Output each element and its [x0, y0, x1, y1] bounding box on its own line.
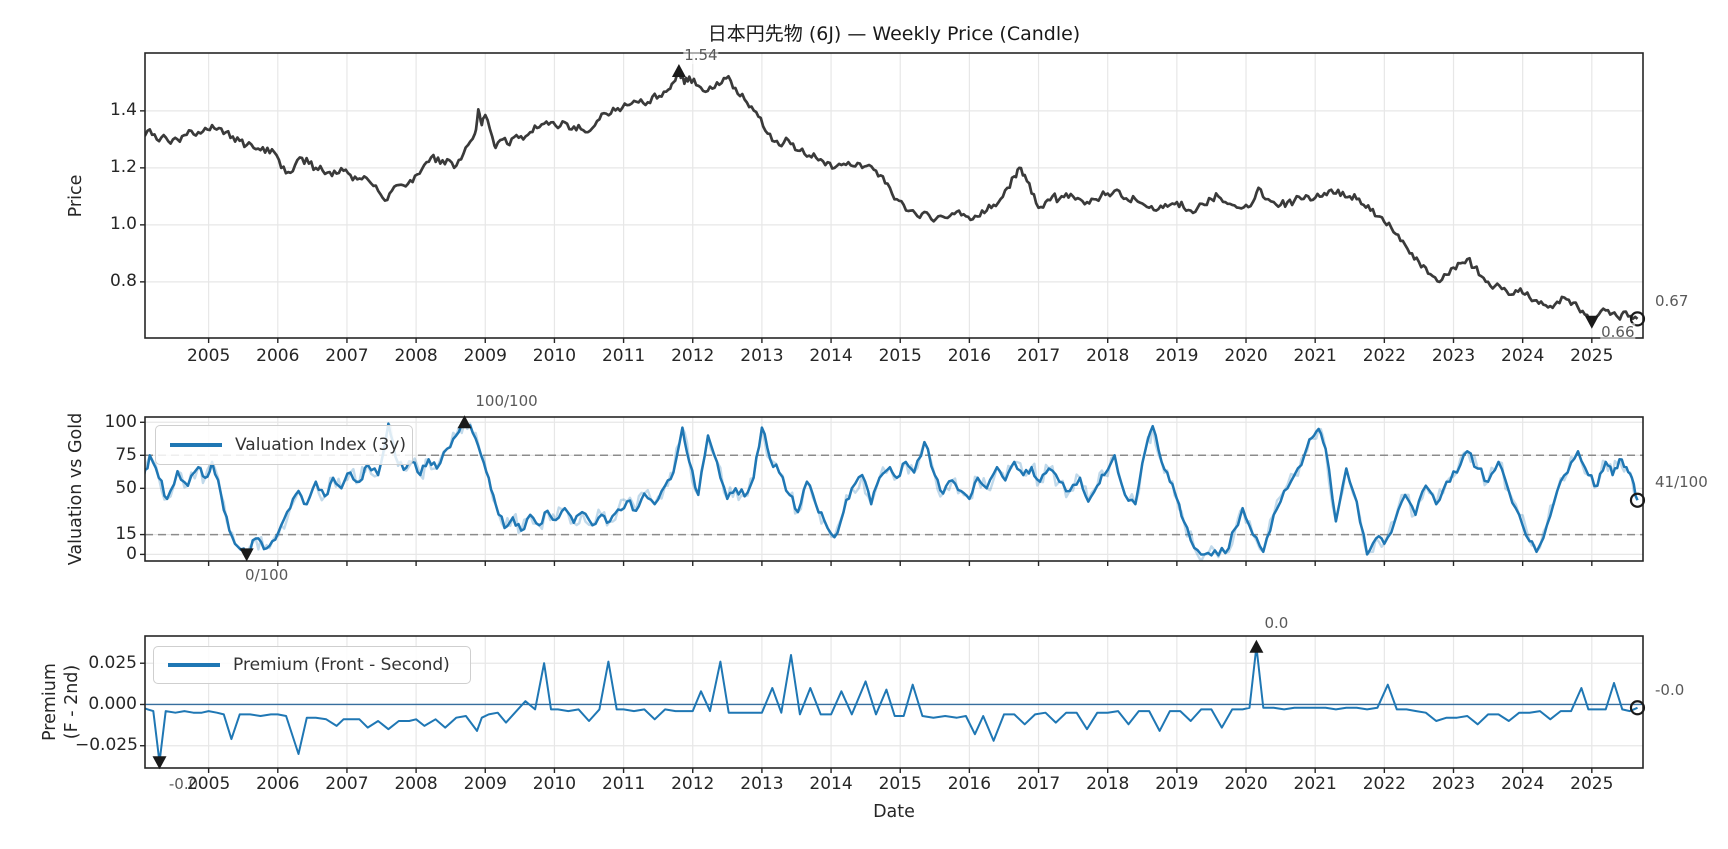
x-tick-label: 2012 — [671, 346, 715, 366]
y-tick-label: 50 — [115, 477, 137, 498]
x-tick-label: 2005 — [186, 774, 231, 794]
x-tick-label: 2022 — [1362, 346, 1406, 366]
max-marker — [671, 63, 686, 77]
x-tick-label: 2009 — [463, 774, 507, 794]
valuation-min-annotation: 0/100 — [244, 566, 290, 585]
last-point-marker — [1629, 311, 1646, 327]
x-tick-label: 2020 — [1224, 346, 1268, 366]
last-point-marker — [1629, 700, 1646, 716]
legend-label: Premium (Front - Second) — [233, 655, 450, 675]
x-tick-label: 2018 — [1086, 346, 1130, 366]
y-tick-label: 1.0 — [109, 214, 137, 235]
y-tick-label: −0.025 — [75, 735, 138, 756]
x-tick-label: 2014 — [809, 774, 853, 794]
x-tick-label: 2013 — [740, 774, 784, 794]
y-tick-label: 1.4 — [109, 100, 137, 121]
min-marker — [152, 756, 167, 770]
y-tick-label: 15 — [115, 524, 137, 545]
weekly-price-candle-panel — [140, 52, 1646, 343]
x-tick-label: 2006 — [256, 774, 300, 794]
x-tick-label: 2015 — [878, 346, 922, 366]
x-tick-label: 2021 — [1293, 346, 1337, 366]
price-min-annotation: 0.66 — [1600, 322, 1636, 341]
date-axis-label: Date — [873, 802, 915, 822]
x-tick-label: 2017 — [1016, 774, 1061, 794]
legend-line-sample — [168, 663, 220, 667]
premium-min-annotation: -0.0 — [167, 775, 200, 794]
y-tick-label: 75 — [115, 444, 137, 465]
x-tick-label: 2023 — [1431, 346, 1476, 366]
min-marker — [1584, 315, 1599, 329]
legend-label: Valuation Index (3y) — [235, 435, 406, 455]
valuation-legend: Valuation Index (3y) — [155, 425, 413, 465]
x-tick-label: 2014 — [809, 346, 853, 366]
y-tick-label: 0 — [126, 543, 137, 564]
x-tick-label: 2016 — [947, 774, 992, 794]
x-tick-label: 2016 — [947, 346, 992, 366]
valuation-max-annotation: 100/100 — [474, 392, 539, 411]
x-tick-label: 2011 — [601, 346, 646, 366]
x-tick-label: 2008 — [394, 346, 438, 366]
weekly-price-candle-line — [145, 69, 1639, 324]
x-tick-label: 2024 — [1501, 774, 1545, 794]
x-tick-label: 2013 — [740, 346, 784, 366]
x-tick-label: 2025 — [1570, 346, 1614, 366]
y-tick-label: 0.000 — [88, 693, 137, 714]
y-tick-label: 100 — [104, 411, 137, 432]
x-tick-label: 2024 — [1501, 346, 1545, 366]
x-tick-label: 2018 — [1086, 774, 1130, 794]
x-tick-label: 2010 — [532, 346, 577, 366]
x-tick-label: 2010 — [532, 774, 577, 794]
premium-legend: Premium (Front - Second) — [153, 646, 471, 684]
x-tick-label: 2007 — [325, 346, 369, 366]
x-tick-label: 2017 — [1016, 346, 1061, 366]
y-tick-label: 0.025 — [88, 652, 137, 673]
figure-title: 日本円先物 (6J) — Weekly Price (Candle) — [707, 23, 1081, 45]
x-tick-label: 2022 — [1362, 774, 1406, 794]
x-tick-label: 2008 — [394, 774, 438, 794]
valuation-last-value-label: 41/100 — [1655, 473, 1708, 492]
x-tick-label: 2012 — [671, 774, 715, 794]
x-tick-label: 2006 — [256, 346, 300, 366]
min-marker — [239, 548, 254, 562]
premium-front-minus-second-line — [145, 645, 1638, 764]
price-axis-label: Price — [66, 174, 87, 218]
x-tick-label: 2021 — [1293, 774, 1337, 794]
legend-line-sample — [170, 443, 222, 447]
x-tick-label: 2020 — [1224, 774, 1268, 794]
x-tick-label: 2015 — [878, 774, 922, 794]
x-tick-label: 2005 — [186, 346, 231, 366]
x-tick-label: 2019 — [1155, 346, 1199, 366]
max-marker — [1249, 639, 1264, 653]
premium-max-annotation: 0.0 — [1263, 613, 1290, 632]
y-tick-label: 1.2 — [109, 157, 137, 178]
price-last-value-label: 0.67 — [1655, 291, 1689, 310]
price-max-annotation: 1.54 — [683, 45, 719, 64]
x-tick-label: 2011 — [601, 774, 646, 794]
y-tick-label: 0.8 — [109, 271, 137, 292]
x-tick-label: 2019 — [1155, 774, 1199, 794]
premium-last-value-label: -0.0 — [1655, 680, 1685, 699]
x-tick-label: 2009 — [463, 346, 507, 366]
last-point-marker — [1629, 492, 1646, 508]
x-tick-label: 2007 — [325, 774, 369, 794]
max-marker — [457, 415, 472, 429]
x-tick-label: 2025 — [1570, 774, 1614, 794]
x-tick-label: 2023 — [1431, 774, 1476, 794]
